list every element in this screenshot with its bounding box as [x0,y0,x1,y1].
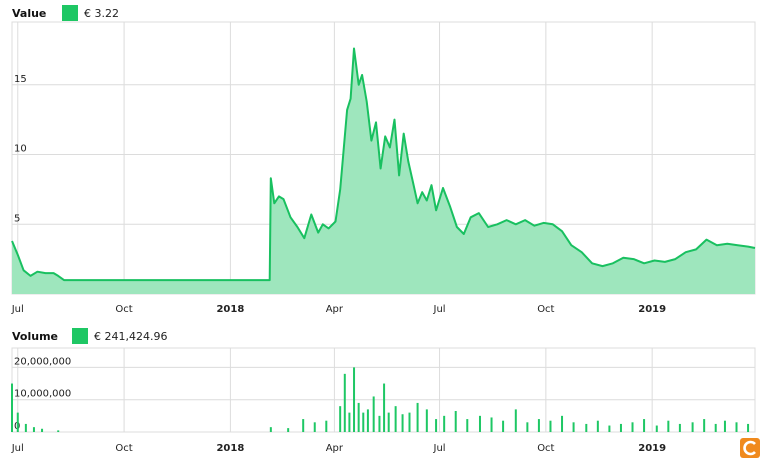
volume-bar [502,421,504,432]
volume-bar [33,427,35,432]
volume-bar [632,422,634,432]
volume-y-tick-label: 10,000,000 [14,389,71,400]
value-legend-swatch [62,5,78,21]
volume-bar [747,424,749,432]
volume-bar [302,419,304,432]
volume-bar [526,422,528,432]
volume-bar [353,367,355,432]
volume-legend-title: Volume [12,330,58,343]
volume-bar [339,406,341,432]
volume-bar [362,413,364,432]
volume-bar [443,416,445,432]
value-legend-value: € 3.22 [84,7,119,20]
volume-x-tick-label: 2019 [638,443,666,454]
volume-bar [408,413,410,432]
volume-bar [736,422,738,432]
value-x-tick-label: Jul [11,304,24,315]
volume-bar [620,424,622,432]
volume-bar [466,419,468,432]
value-y-tick-label: 15 [14,74,27,85]
volume-bar [367,409,369,432]
volume-bar [344,374,346,432]
volume-bar [585,424,587,432]
volume-bar [426,409,428,432]
value-x-tick-label: 2018 [216,304,244,315]
volume-bar [57,430,59,432]
volume-x-tick-label: 2018 [216,443,244,454]
volume-bar [388,413,390,432]
volume-bar [491,417,493,432]
value-x-axis: Jul Oct 2018 Apr Jul Oct 2019 [11,304,666,315]
volume-bar [287,428,289,432]
volume-x-tick-label: Oct [115,443,132,454]
volume-x-tick-label: Oct [537,443,554,454]
value-area [12,49,755,295]
value-y-tick-label: 5 [14,213,20,224]
volume-bar [715,424,717,432]
volume-bar [41,429,43,432]
value-x-tick-label: Jul [433,304,446,315]
volume-bar [597,421,599,432]
volume-bar [724,421,726,432]
volume-bar [314,422,316,432]
volume-bar [656,426,658,432]
volume-bar [417,403,419,432]
volume-bar [561,416,563,432]
volume-bar [679,424,681,432]
volume-x-axis: Jul Oct 2018 Apr Jul Oct 2019 [11,443,666,454]
volume-x-tick-label: Jul [11,443,24,454]
volume-bar [378,416,380,432]
value-x-tick-label: Oct [537,304,554,315]
volume-bar [383,384,385,432]
volume-bar [549,421,551,432]
value-plot: 051015 [12,22,755,294]
value-y-tick-label: 10 [14,144,27,155]
volume-bar [435,419,437,432]
volume-bar [692,422,694,432]
volume-x-tick-label: Jul [433,443,446,454]
volume-bar [348,413,350,432]
volume-bar [479,416,481,432]
volume-bar [667,421,669,432]
volume-bar [325,421,327,432]
volume-bar [608,426,610,432]
volume-y-tick-label: 20,000,000 [14,356,71,367]
volume-bar [538,419,540,432]
volume-bar [358,403,360,432]
volume-bar [573,422,575,432]
value-x-tick-label: Oct [115,304,132,315]
volume-bar [455,411,457,432]
volume-legend-swatch [72,328,88,344]
volume-bar [402,414,404,432]
value-x-tick-label: Apr [326,304,344,315]
value-x-tick-label: 2019 [638,304,666,315]
volume-bar [25,424,27,432]
volume-bar [395,406,397,432]
volume-bar [11,384,13,432]
volume-legend-value: € 241,424.96 [94,330,167,343]
value-legend-title: Value [12,7,46,20]
volume-bar [703,419,705,432]
volume-bar [515,409,517,432]
volume-bar [270,427,272,432]
volume-bar [17,413,19,432]
refresh-c-logo-icon[interactable] [740,438,760,458]
volume-bar [373,396,375,432]
volume-bar [643,419,645,432]
volume-x-tick-label: Apr [326,443,344,454]
